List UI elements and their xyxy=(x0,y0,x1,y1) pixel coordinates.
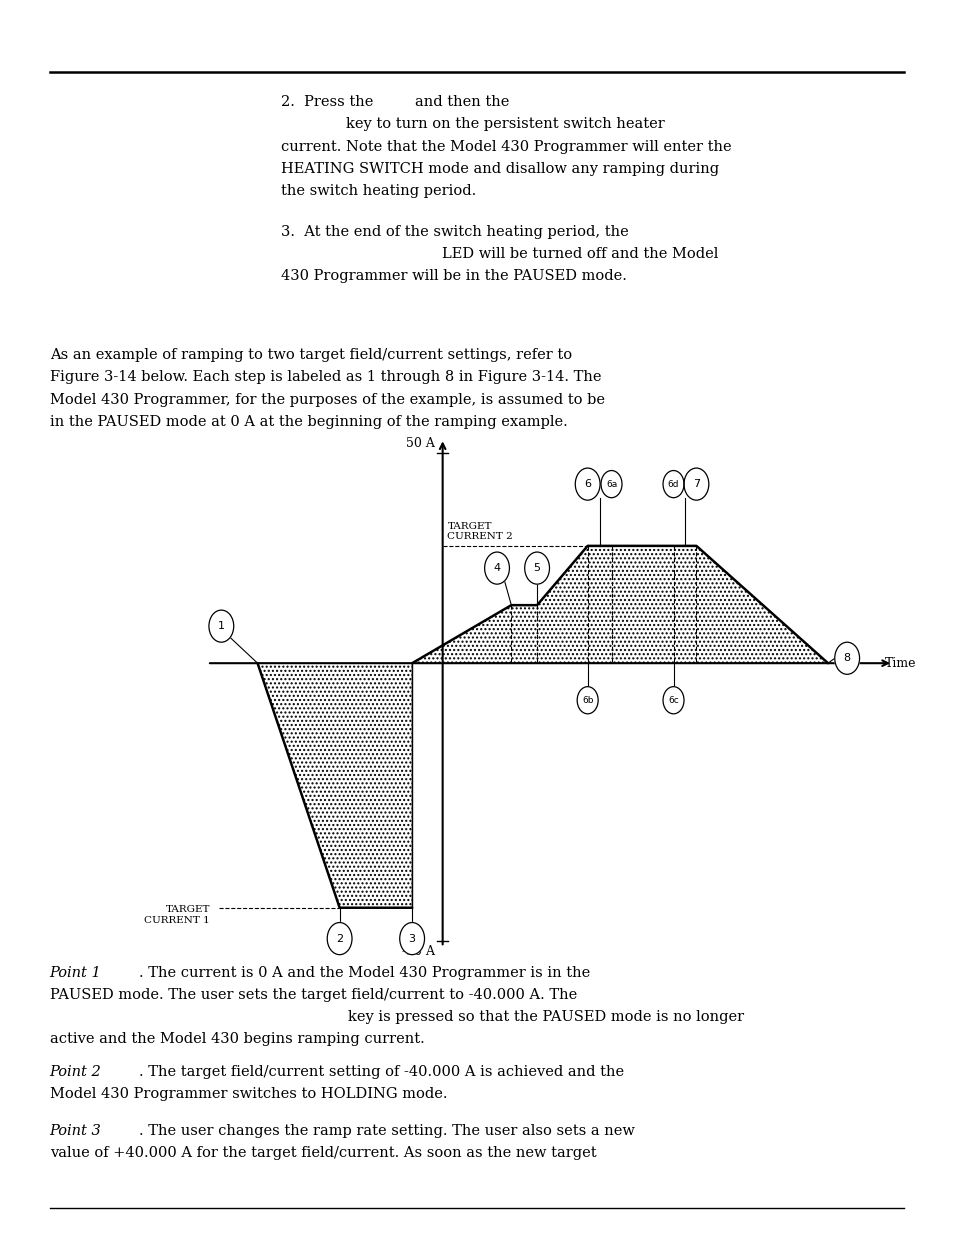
Text: . The user changes the ramp rate setting. The user also sets a new: . The user changes the ramp rate setting… xyxy=(139,1124,635,1137)
Circle shape xyxy=(577,687,598,714)
Text: 7: 7 xyxy=(692,479,700,489)
Text: key to turn on the persistent switch heater: key to turn on the persistent switch hea… xyxy=(346,117,664,131)
Text: key is pressed so that the PAUSED mode is no longer: key is pressed so that the PAUSED mode i… xyxy=(348,1010,743,1024)
Text: 6: 6 xyxy=(583,479,591,489)
Text: 2: 2 xyxy=(335,934,343,944)
Text: 430 Programmer will be in the PAUSED mode.: 430 Programmer will be in the PAUSED mod… xyxy=(281,269,627,283)
Text: in the PAUSED mode at 0 A at the beginning of the ramping example.: in the PAUSED mode at 0 A at the beginni… xyxy=(50,415,567,429)
Text: 4: 4 xyxy=(493,563,500,573)
Text: Model 430 Programmer, for the purposes of the example, is assumed to be: Model 430 Programmer, for the purposes o… xyxy=(50,393,604,406)
Circle shape xyxy=(399,923,424,955)
Text: 6c: 6c xyxy=(667,695,679,705)
Circle shape xyxy=(683,468,708,500)
Text: 8: 8 xyxy=(842,653,850,663)
Text: 5: 5 xyxy=(533,563,540,573)
Text: PAUSED mode. The user sets the target field/current to -40.000 A. The: PAUSED mode. The user sets the target fi… xyxy=(50,988,577,1002)
Text: 3: 3 xyxy=(408,934,416,944)
Circle shape xyxy=(834,642,859,674)
Text: 6b: 6b xyxy=(581,695,593,705)
Circle shape xyxy=(575,468,599,500)
Circle shape xyxy=(484,552,509,584)
Text: 2.  Press the         and then the: 2. Press the and then the xyxy=(281,95,509,109)
Circle shape xyxy=(662,687,683,714)
Text: HEATING SWITCH mode and disallow any ramping during: HEATING SWITCH mode and disallow any ram… xyxy=(281,162,719,175)
Text: TARGET
CURRENT 1: TARGET CURRENT 1 xyxy=(144,905,210,925)
Text: 6a: 6a xyxy=(605,479,617,489)
Circle shape xyxy=(209,610,233,642)
Text: . The current is 0 A and the Model 430 Programmer is in the: . The current is 0 A and the Model 430 P… xyxy=(139,966,590,979)
Text: Point 3: Point 3 xyxy=(50,1124,101,1137)
Text: Time: Time xyxy=(884,657,916,669)
Text: value of +40.000 A for the target field/current. As soon as the new target: value of +40.000 A for the target field/… xyxy=(50,1146,596,1160)
Text: Figure 3-14 below. Each step is labeled as 1 through 8 in Figure 3-14. The: Figure 3-14 below. Each step is labeled … xyxy=(50,370,600,384)
Text: the switch heating period.: the switch heating period. xyxy=(281,184,476,198)
Text: 6d: 6d xyxy=(667,479,679,489)
Text: Point 1: Point 1 xyxy=(50,966,101,979)
Text: active and the Model 430 begins ramping current.: active and the Model 430 begins ramping … xyxy=(50,1032,424,1046)
Text: Point 2: Point 2 xyxy=(50,1065,101,1078)
Text: TARGET
CURRENT 2: TARGET CURRENT 2 xyxy=(447,521,513,541)
Text: Model 430 Programmer switches to HOLDING mode.: Model 430 Programmer switches to HOLDING… xyxy=(50,1087,447,1100)
Text: 50 A: 50 A xyxy=(406,436,435,450)
Text: current. Note that the Model 430 Programmer will enter the: current. Note that the Model 430 Program… xyxy=(281,140,731,153)
Text: 3.  At the end of the switch heating period, the: 3. At the end of the switch heating peri… xyxy=(281,225,629,238)
Circle shape xyxy=(662,471,683,498)
Circle shape xyxy=(600,471,621,498)
Text: 1: 1 xyxy=(217,621,225,631)
Text: As an example of ramping to two target field/current settings, refer to: As an example of ramping to two target f… xyxy=(50,348,571,362)
Circle shape xyxy=(327,923,352,955)
Text: -50 A: -50 A xyxy=(401,945,435,958)
Text: . The target field/current setting of -40.000 A is achieved and the: . The target field/current setting of -4… xyxy=(139,1065,624,1078)
Circle shape xyxy=(524,552,549,584)
Text: LED will be turned off and the Model: LED will be turned off and the Model xyxy=(441,247,718,261)
